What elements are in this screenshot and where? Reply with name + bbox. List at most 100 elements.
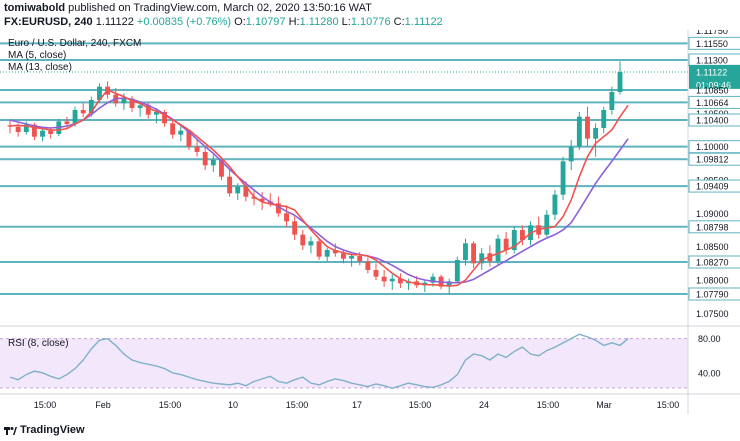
price-tick-label: 1.09000 (696, 209, 729, 219)
level-tag (688, 95, 740, 109)
candle-body[interactable] (153, 112, 159, 115)
candle-body[interactable] (227, 176, 233, 194)
candle-body[interactable] (31, 124, 37, 137)
candle-body[interactable] (332, 250, 338, 254)
candle-body[interactable] (585, 116, 590, 139)
ma13-line[interactable] (9, 97, 629, 284)
rsi-title[interactable]: RSI (8, close) (8, 338, 69, 349)
candle-body[interactable] (389, 278, 395, 282)
candle-body[interactable] (178, 130, 184, 135)
candle-body[interactable] (365, 261, 371, 270)
candle-body[interactable] (15, 126, 21, 132)
last-price-tag (689, 64, 740, 89)
candle-body[interactable] (40, 130, 45, 137)
level-tag (688, 220, 740, 234)
candle-body[interactable] (341, 253, 346, 259)
candle-body[interactable] (397, 278, 403, 284)
candle-body[interactable] (511, 230, 517, 250)
symbol-label[interactable]: FX:EURUSD, 240 (4, 16, 93, 28)
level-tag (688, 113, 740, 127)
candle-body[interactable] (48, 130, 54, 134)
candle-body[interactable] (202, 152, 208, 166)
candle-body[interactable] (137, 105, 143, 108)
candle-body[interactable] (463, 243, 468, 260)
legend-ma5[interactable]: MA (5, close) (8, 50, 66, 61)
candle-body[interactable] (479, 253, 485, 264)
candle-body[interactable] (251, 196, 257, 199)
candle-body[interactable] (446, 281, 452, 287)
price-tick-label: 1.10850 (696, 86, 729, 96)
candle-body[interactable] (357, 256, 363, 262)
candle-body[interactable] (519, 230, 525, 240)
candle-body[interactable] (219, 160, 224, 177)
candle-body[interactable] (210, 160, 216, 166)
time-tick-label: 15:00 (159, 400, 182, 410)
candle-body[interactable] (316, 241, 322, 257)
chart-area[interactable]: 1.11550 1.11300 1.11122 01:09:46 1.10850 1.10… (0, 30, 740, 420)
candle-body[interactable] (324, 250, 330, 257)
candle-body[interactable] (88, 100, 94, 114)
legend-ma13[interactable]: MA (13, close) (8, 62, 72, 73)
candle-body[interactable] (97, 86, 102, 100)
candle-body[interactable] (471, 243, 477, 264)
rsi-line[interactable] (9, 333, 629, 390)
rsi-label-40: 40.00 (698, 368, 721, 378)
low-value: 1.10776 (350, 16, 391, 28)
candle-body[interactable] (568, 146, 574, 162)
price-tick-label: 1.10000 (696, 142, 729, 152)
candle-body[interactable] (495, 238, 501, 262)
chart-header: tomiwabold published on TradingView.com,… (0, 0, 740, 30)
candle-body[interactable] (64, 121, 70, 124)
candle-body[interactable] (259, 198, 265, 202)
candle-body[interactable] (145, 105, 151, 115)
candle-body[interactable] (292, 221, 298, 235)
candle-body[interactable] (609, 92, 615, 110)
author-name[interactable]: tomiwabold (4, 2, 66, 14)
candle-body[interactable] (373, 270, 379, 277)
price-tick-label: 1.08500 (696, 242, 729, 252)
time-tick-label: 15:00 (286, 400, 309, 410)
candle-body[interactable] (23, 124, 29, 132)
publish-info: published on TradingView.com, March 02, … (68, 2, 372, 14)
candle-body[interactable] (162, 112, 167, 124)
candle-body[interactable] (243, 186, 249, 197)
candle-body[interactable] (80, 110, 86, 114)
candle-body[interactable] (235, 186, 241, 194)
candle-body[interactable] (72, 110, 78, 124)
candle-body[interactable] (308, 241, 314, 246)
ma5-line[interactable] (9, 89, 629, 287)
candle-body[interactable] (121, 98, 127, 104)
close-value: 1.11122 (404, 16, 443, 28)
price-tick-top: 1.11750 (696, 30, 728, 36)
candle-body[interactable] (129, 98, 135, 108)
candle-body[interactable] (454, 260, 460, 282)
price-tick-label: 1.10664 (696, 98, 729, 108)
candle-body[interactable] (194, 146, 200, 152)
close-label: C: (393, 16, 405, 28)
level-tag (688, 140, 740, 154)
candle-body[interactable] (503, 238, 509, 250)
footer-brand[interactable]: TradingView (20, 424, 85, 436)
level-tag (688, 152, 740, 166)
level-tag (688, 36, 740, 50)
candle-body[interactable] (170, 123, 176, 135)
candle-body[interactable] (275, 203, 281, 214)
candle-body[interactable] (601, 110, 607, 128)
candle-body[interactable] (576, 116, 582, 147)
candle-body[interactable] (617, 72, 623, 92)
candle-body[interactable] (186, 130, 192, 147)
candle-body[interactable] (544, 214, 550, 235)
candle-body[interactable] (560, 161, 566, 195)
candle-body[interactable] (284, 213, 289, 222)
candle-body[interactable] (300, 234, 306, 246)
candle-body[interactable] (349, 256, 355, 259)
candle-body[interactable] (552, 194, 558, 215)
price-tick-label: 1.09409 (696, 182, 729, 192)
high-label: H: (288, 16, 300, 28)
candle-body[interactable] (593, 128, 599, 139)
open-label: O: (234, 16, 246, 28)
candle-body[interactable] (381, 276, 387, 282)
time-tick-label: 10 (228, 400, 238, 410)
candle-body[interactable] (430, 276, 436, 283)
